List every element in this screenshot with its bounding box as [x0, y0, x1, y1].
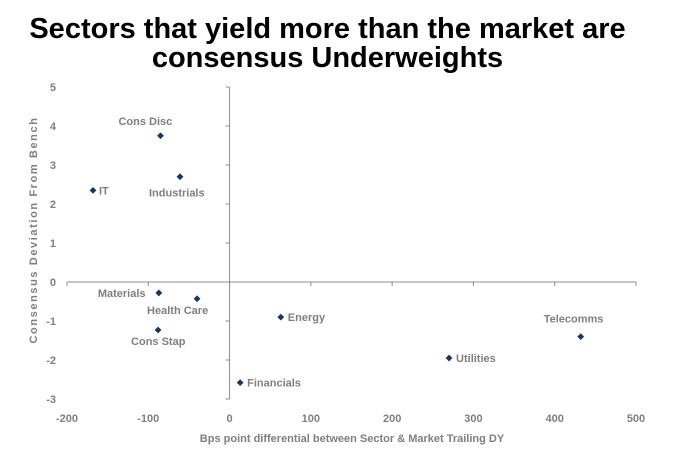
data-point-marker	[89, 186, 97, 194]
x-axis-title: Bps point differential between Sector & …	[200, 433, 505, 445]
data-point-marker	[236, 379, 244, 387]
data-point-label: Utilities	[456, 353, 496, 365]
y-tick-label: 4	[50, 121, 57, 133]
data-point-marker	[193, 295, 201, 303]
x-tick-label: 200	[383, 413, 401, 425]
data-point-marker	[154, 326, 162, 334]
data-point-marker	[577, 333, 585, 340]
chart-title: Sectors that yield more than the market …	[0, 15, 655, 73]
x-tick-label: 0	[227, 413, 233, 425]
y-tick-label: -3	[46, 394, 56, 406]
data-point-label: Health Care	[147, 305, 208, 317]
data-point-label: Industrials	[149, 188, 205, 200]
data-point-label: Financials	[247, 378, 301, 390]
x-tick-label: 100	[302, 413, 320, 425]
x-tick-label: 300	[464, 413, 482, 425]
data-point-marker	[157, 132, 164, 140]
y-tick-label: 5	[50, 82, 56, 94]
x-tick-label: -100	[137, 413, 159, 425]
y-axis-title: Consensus Deviation From Bench	[28, 116, 40, 343]
data-point-marker	[176, 173, 184, 181]
y-tick-label: 2	[50, 199, 56, 211]
data-point-label: Cons Disc	[118, 116, 172, 128]
data-point-label: Energy	[288, 312, 326, 324]
tick-labels: -3 -2 -1 0 1 2 3 4 5 -200 -100 0 100 200 300 400 500	[46, 82, 645, 425]
chart-title-line-1: Sectors that yield more than the market …	[29, 13, 626, 45]
axes	[66, 86, 637, 400]
y-tick-label: -1	[46, 316, 56, 328]
data-points	[89, 132, 585, 387]
data-point-label: Materials	[98, 288, 146, 300]
data-point-marker	[277, 313, 285, 321]
x-tick-label: -200	[56, 413, 78, 425]
y-tick-label: -2	[46, 355, 56, 367]
data-point-label: IT	[99, 185, 109, 197]
data-point-marker	[155, 289, 163, 297]
data-point-marker	[445, 354, 453, 362]
data-point-label: Cons Stap	[131, 336, 186, 348]
chart-title-line-2: consensus Underweights	[151, 42, 504, 74]
y-tick-label: 3	[50, 160, 56, 172]
data-point-label: Telecomms	[544, 314, 604, 326]
x-tick-label: 400	[546, 413, 564, 425]
y-tick-label: 1	[50, 238, 56, 250]
y-tick-label: 0	[50, 277, 56, 289]
x-tick-label: 500	[627, 413, 645, 425]
